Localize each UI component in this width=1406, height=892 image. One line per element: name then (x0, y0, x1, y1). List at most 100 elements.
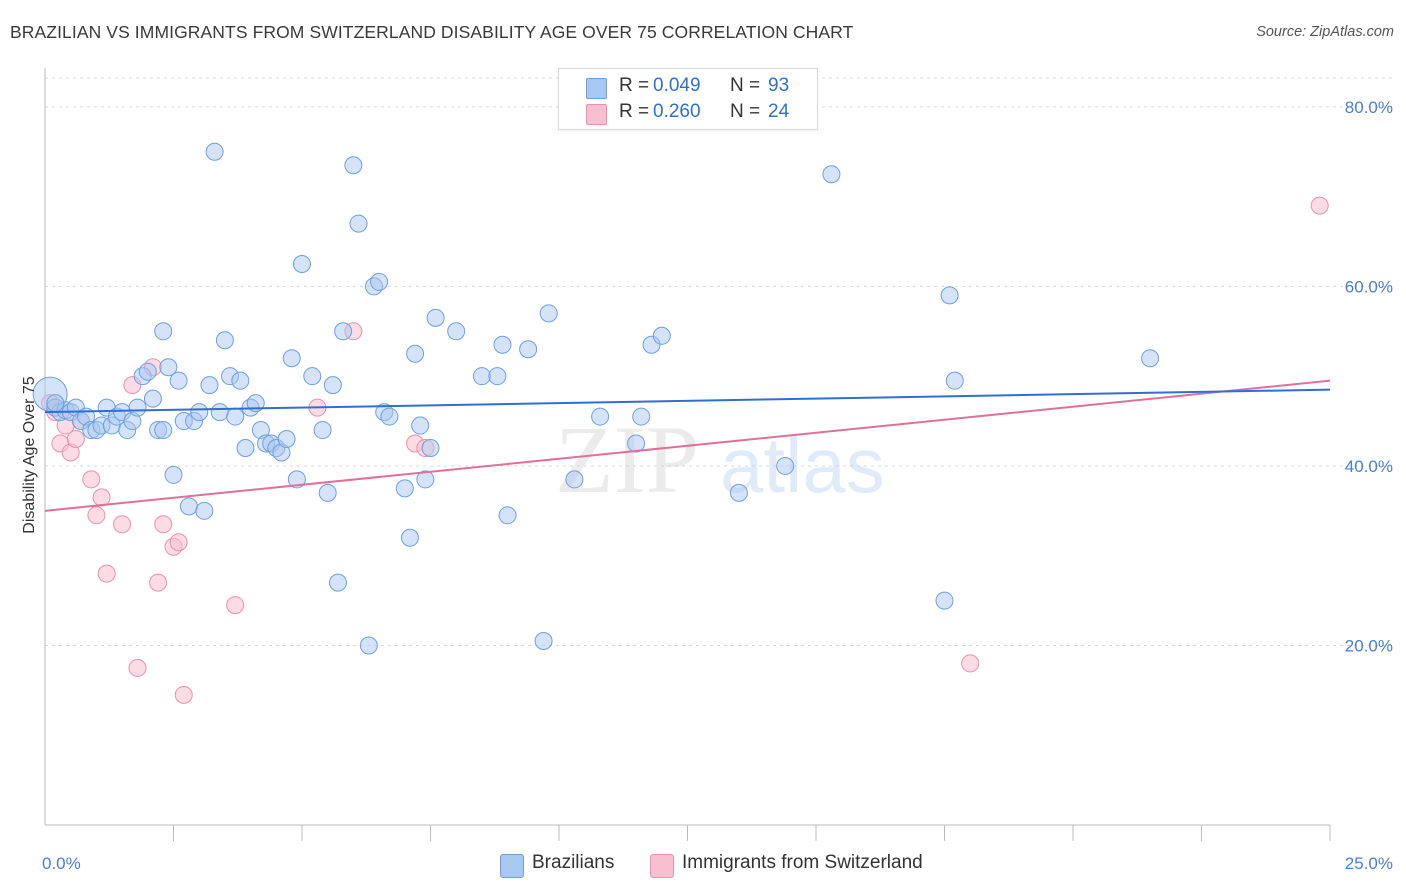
data-point-brazilian (380, 407, 399, 426)
data-point-brazilian (493, 335, 512, 354)
data-point-brazilian (729, 483, 748, 502)
data-point-brazilian (205, 142, 224, 161)
data-point-brazilian (935, 591, 954, 610)
data-point-switzerland (128, 658, 147, 677)
data-point-brazilian (472, 367, 491, 386)
data-point-brazilian (776, 456, 795, 475)
stats-row-switzerland: R = 0.260 N = 24 (559, 101, 817, 127)
data-point-brazilian (416, 470, 435, 489)
brazilians-swatch (586, 78, 607, 99)
data-point-brazilian (138, 362, 157, 381)
data-point-brazilian (421, 438, 440, 457)
n-value: 93 (768, 75, 790, 96)
data-point-switzerland (226, 596, 245, 615)
data-point-switzerland (92, 488, 111, 507)
tick-labels: 20.0% 40.0% 60.0% 80.0% 0.0% 25.0% (42, 98, 1393, 873)
data-point-brazilian (154, 421, 173, 440)
data-point-brazilian (652, 326, 671, 345)
data-point-brazilian (539, 304, 558, 323)
data-point-brazilian (370, 272, 389, 291)
r-value: 0.260 (653, 101, 701, 122)
data-point-brazilian (400, 528, 419, 547)
data-point-brazilian (287, 470, 306, 489)
data-point-brazilian (195, 501, 214, 520)
data-point-brazilian (210, 403, 229, 422)
series-brazilians-points (32, 142, 1160, 655)
data-point-brazilian (169, 371, 188, 390)
legend-label: Brazilians (532, 852, 615, 873)
data-point-brazilian (519, 340, 538, 359)
data-point-brazilian (200, 376, 219, 395)
n-label: N = (730, 75, 761, 96)
data-point-switzerland (169, 533, 188, 552)
data-point-brazilian (190, 403, 209, 422)
data-point-brazilian (426, 308, 445, 327)
data-point-brazilian (349, 214, 368, 233)
switzerland-swatch (586, 104, 607, 125)
trend-lines (44, 379, 1331, 512)
brazilians-legend-swatch (500, 854, 524, 878)
data-point-brazilian (277, 430, 296, 449)
data-point-switzerland (174, 685, 193, 704)
data-point-brazilian (591, 407, 610, 426)
data-point-brazilian (46, 394, 65, 413)
data-point-brazilian (1141, 349, 1160, 368)
r-label: R = (619, 75, 650, 96)
y-tick-label: 80.0% (1345, 98, 1393, 117)
data-point-switzerland (87, 506, 106, 525)
data-point-brazilian (318, 483, 337, 502)
data-point-brazilian (945, 371, 964, 390)
data-point-brazilian (359, 636, 378, 655)
data-point-switzerland (66, 430, 85, 449)
data-point-brazilian (231, 371, 250, 390)
data-point-brazilian (411, 416, 430, 435)
data-point-brazilian (164, 465, 183, 484)
data-point-brazilian (534, 631, 553, 650)
data-point-brazilian (313, 421, 332, 440)
data-point-brazilian (128, 398, 147, 417)
data-point-brazilian (328, 573, 347, 592)
data-point-brazilian (282, 349, 301, 368)
data-point-brazilian (940, 286, 959, 305)
data-point-brazilian (226, 407, 245, 426)
data-point-brazilian (334, 322, 353, 341)
data-point-switzerland (82, 470, 101, 489)
data-point-switzerland (154, 515, 173, 534)
data-point-brazilian (395, 479, 414, 498)
data-point-brazilian (632, 407, 651, 426)
data-point-brazilian (565, 470, 584, 489)
trend-line-switzerland (44, 379, 1331, 512)
data-point-brazilian (215, 331, 234, 350)
data-point-brazilian (498, 506, 517, 525)
y-tick-label: 40.0% (1345, 457, 1393, 476)
data-point-brazilian (303, 367, 322, 386)
gridlines (45, 77, 1392, 646)
axes (44, 68, 1331, 841)
data-point-brazilian (143, 389, 162, 408)
data-point-brazilian (488, 367, 507, 386)
data-point-switzerland (113, 515, 132, 534)
switzerland-legend-swatch (650, 854, 674, 878)
data-point-brazilian (627, 434, 646, 453)
legend-label: Immigrants from Switzerland (682, 852, 923, 873)
y-tick-label: 20.0% (1345, 636, 1393, 655)
y-tick-label: 60.0% (1345, 277, 1393, 296)
correlation-stats-box: R = 0.049 N = 93 R = 0.260 N = 24 (558, 68, 818, 130)
data-point-brazilian (406, 344, 425, 363)
chart-title: BRAZILIAN VS IMMIGRANTS FROM SWITZERLAND… (10, 22, 854, 42)
trend-line-brazilians (44, 388, 1331, 414)
data-point-brazilian (236, 438, 255, 457)
watermark-zip: ZIP (555, 406, 699, 513)
y-axis-label: Disability Age Over 75 (21, 376, 38, 534)
data-point-brazilian (822, 165, 841, 184)
data-point-brazilian (179, 497, 198, 516)
x-tick-label: 0.0% (42, 854, 81, 873)
data-point-switzerland (97, 564, 116, 583)
source-label: Source: ZipAtlas.com (1256, 24, 1394, 40)
data-point-brazilian (159, 358, 178, 377)
data-point-switzerland (1310, 196, 1329, 215)
data-point-brazilian (344, 156, 363, 175)
data-point-brazilian (447, 322, 466, 341)
r-value: 0.049 (653, 75, 701, 96)
